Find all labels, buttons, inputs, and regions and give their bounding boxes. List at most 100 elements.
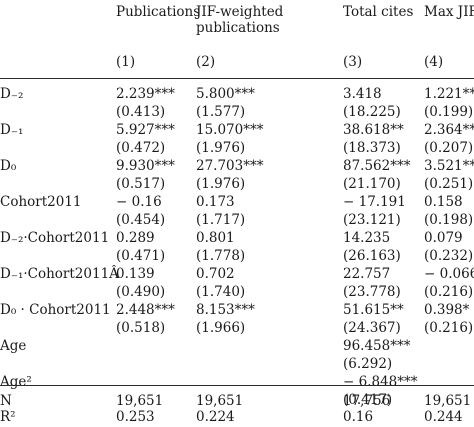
table-cell: 0.158 — [424, 194, 463, 210]
table-cell: 19,651 — [196, 393, 244, 409]
table-row: (6.292) — [0, 355, 474, 373]
table-cell: 87.562*** — [343, 158, 411, 174]
table-row: D₀ · Cohort2011 2.448*** 8.153*** 51.615** 0… — [0, 301, 474, 319]
table-row: Age² − 6.848*** — [0, 373, 474, 391]
table-cell: 0.702 — [196, 266, 235, 282]
row-label: Age² — [0, 374, 32, 390]
table-row: R² 0.253 0.224 0.16 0.244 — [0, 408, 474, 426]
table-cell: (23.121) — [343, 212, 401, 228]
table-row: (0.454) (1.717) (23.121) (0.198) — [0, 211, 474, 229]
table-cell: 8.153*** — [196, 302, 255, 318]
table-cell: 0.16 — [343, 409, 374, 425]
table-cell: 5.927*** — [116, 122, 175, 138]
table-row: D₋₂·Cohort2011 0.289 0.801 14.235 0.079 — [0, 229, 474, 247]
table-cell: (0.232) — [424, 248, 474, 264]
table-cell: 2.448*** — [116, 302, 175, 318]
table-cell: (0.472) — [116, 140, 166, 156]
header-jif-weighted: JIF-weighted publications — [196, 4, 283, 36]
table-cell: (1.976) — [196, 176, 246, 192]
table-cell: − 6.848*** — [343, 374, 418, 390]
table-cell: 0.224 — [196, 409, 235, 425]
table-cell: (0.207) — [424, 140, 474, 156]
table-row: (0.490) (1.740) (23.778) (0.216) — [0, 283, 474, 301]
table-row: D₋₁ 5.927*** 15.070*** 38.618** 2.364*** — [0, 121, 474, 139]
table-row: (0.413) (1.577) (18.225) (0.199) — [0, 103, 474, 121]
table-cell: 51.615** — [343, 302, 404, 318]
table-cell: (0.199) — [424, 104, 474, 120]
row-label: D₋₂ — [0, 86, 24, 102]
table-row: Age 96.458*** — [0, 337, 474, 355]
table-cell: (23.778) — [343, 284, 401, 300]
header-total-cites-line1: Total cites — [343, 4, 414, 20]
table-cell: (24.367) — [343, 320, 401, 336]
column-number-3: (3) — [343, 54, 363, 70]
table-cell: (0.518) — [116, 320, 166, 336]
table-cell: 0.139 — [116, 266, 155, 282]
table-cell: 3.418 — [343, 86, 382, 102]
row-label: Age — [0, 338, 27, 354]
column-number-4: (4) — [424, 54, 444, 70]
table-cell: (1.976) — [196, 140, 246, 156]
table-cell: (0.198) — [424, 212, 474, 228]
table-cell: (6.292) — [343, 356, 393, 372]
table-cell: (0.413) — [116, 104, 166, 120]
table-cell: 0.398* — [424, 302, 470, 318]
table-row: (0.518) (1.966) (24.367) (0.216) — [0, 319, 474, 337]
row-label: D₋₁·Cohort2011Â — [0, 266, 119, 282]
row-label: Cohort2011 — [0, 194, 82, 210]
table-cell: 0.173 — [196, 194, 235, 210]
table-cell: 0.289 — [116, 230, 155, 246]
table-row: N 19,651 19,651 17,756 19,651 — [0, 392, 474, 410]
table-row: D₋₂ 2.239*** 5.800*** 3.418 1.221*** — [0, 85, 474, 103]
header-jif-weighted-line2: publications — [196, 20, 280, 36]
table-cell: 0.244 — [424, 409, 463, 425]
table-row: (0.517) (1.976) (21.170) (0.251) — [0, 175, 474, 193]
header-max-jif: Max JIF — [424, 4, 474, 20]
header-publications: Publications — [116, 4, 200, 20]
row-label: N — [0, 393, 12, 409]
table-cell: 2.364*** — [424, 122, 474, 138]
stats-rule — [0, 385, 474, 386]
column-number-1: (1) — [116, 54, 136, 70]
table-row: D₋₁·Cohort2011Â 0.139 0.702 22.757 − 0.066 — [0, 265, 474, 283]
table-row: Cohort2011 − 0.16 0.173 − 17.191 0.158 — [0, 193, 474, 211]
table-cell: 0.253 — [116, 409, 155, 425]
table-cell: 19,651 — [116, 393, 164, 409]
table-cell: (0.454) — [116, 212, 166, 228]
table-cell: (18.225) — [343, 104, 401, 120]
table-cell: 27.703*** — [196, 158, 264, 174]
table-row: (0.471) (1.778) (26.163) (0.232) — [0, 247, 474, 265]
table-cell: 1.221*** — [424, 86, 474, 102]
table-cell: (0.417) — [343, 392, 393, 408]
table-cell: 0.079 — [424, 230, 463, 246]
table-cell: − 17.191 — [343, 194, 406, 210]
table-cell: − 0.066 — [424, 266, 474, 282]
column-number-2: (2) — [196, 54, 216, 70]
table-cell: 22.757 — [343, 266, 391, 282]
table-cell: (0.517) — [116, 176, 166, 192]
table-cell: 14.235 — [343, 230, 391, 246]
table-cell: (1.577) — [196, 104, 246, 120]
header-max-jif-line1: Max JIF — [424, 4, 474, 20]
row-label: D₀ · Cohort2011 — [0, 302, 111, 318]
table-cell: (0.216) — [424, 320, 474, 336]
table-cell: (21.170) — [343, 176, 401, 192]
header-jif-weighted-line1: JIF-weighted — [196, 4, 284, 20]
header-total-cites: Total cites — [343, 4, 413, 20]
table-cell: (1.778) — [196, 248, 246, 264]
column-number-row: (1) (2) (3) (4) — [0, 53, 474, 71]
row-label: D₀ — [0, 158, 17, 174]
table-cell: (0.251) — [424, 176, 474, 192]
table-cell: (0.471) — [116, 248, 166, 264]
table-cell: (18.373) — [343, 140, 401, 156]
table-cell: (1.966) — [196, 320, 246, 336]
table-cell: 2.239*** — [116, 86, 175, 102]
table-cell: 9.930*** — [116, 158, 175, 174]
table-cell: 19,651 — [424, 393, 472, 409]
table-cell: 3.521*** — [424, 158, 474, 174]
table-cell: (0.490) — [116, 284, 166, 300]
table-cell: (0.216) — [424, 284, 474, 300]
row-label: R² — [0, 409, 16, 425]
table-cell: 0.801 — [196, 230, 235, 246]
